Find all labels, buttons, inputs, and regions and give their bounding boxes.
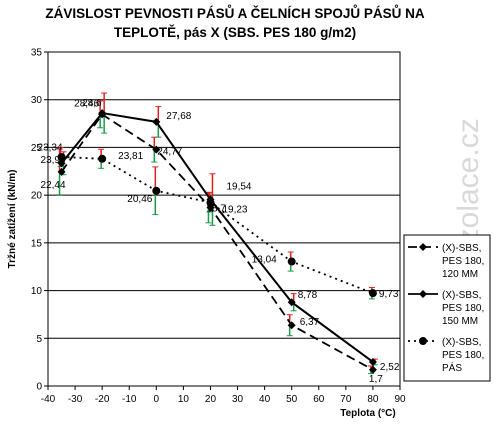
data-label: 8,78 (298, 290, 318, 301)
data-label: 2,52 (380, 362, 400, 373)
x-tick-label: 30 (232, 394, 244, 405)
x-tick-label: 0 (154, 394, 160, 405)
legend: (X)-SBS, PES 180, 120 MM (X)-SBS, PES 180, 15… (403, 234, 491, 382)
x-tick-label: 20 (205, 394, 217, 405)
data-label: 18,7 (206, 204, 226, 215)
data-label: 19,23 (222, 204, 247, 215)
y-tick-label: 15 (31, 238, 43, 249)
data-label: 28,6 (82, 98, 102, 109)
x-tick-label: 80 (367, 394, 379, 405)
data-label: 23,34 (38, 142, 63, 153)
data-label: 1,7 (369, 374, 383, 385)
data-labels: 22,44 28,46 24,77 18,7 6,37 1,7 23,34 28,6 27,68… (38, 98, 400, 385)
series-1-point (57, 167, 66, 176)
series-3-point (98, 154, 107, 163)
data-label: 19,54 (226, 182, 251, 193)
legend-marker-1 (419, 243, 427, 251)
series-2-point (152, 117, 161, 126)
legend-marker-3 (419, 337, 427, 345)
legend-label: PES 180, (442, 303, 484, 314)
y-tick-label: 0 (36, 382, 42, 393)
y-axis-title: Tržné zatížení (kN/m) (7, 170, 18, 269)
series-line-2 (60, 111, 374, 363)
data-label: 28,46 (74, 98, 99, 109)
x-tick-label: 10 (178, 394, 190, 405)
legend-label: (X)-SBS, (442, 337, 481, 348)
series-2-point (57, 159, 66, 168)
data-label: 23,99 (41, 155, 66, 166)
y-tick-label: 30 (31, 95, 43, 106)
axes: 0 5 10 15 20 25 30 35 -40 -30 -20 -10 0 10 20 30 40 50 60 7… (31, 48, 406, 406)
series-group (57, 109, 377, 374)
chart-title-line-1: ZÁVISLOST PEVNOSTI PÁSŮ A ČELNÍCH SPOJŮ … (45, 5, 425, 21)
x-tick-label: 40 (259, 394, 271, 405)
legend-label: (X)-SBS, (442, 243, 481, 254)
series-3-point (206, 198, 215, 207)
legend-box (403, 234, 491, 382)
series-3-point (368, 289, 377, 298)
series-2-point (287, 298, 296, 307)
legend-label: 150 MM (442, 316, 478, 327)
series-1-point (287, 321, 296, 330)
data-label: 22,44 (41, 180, 66, 191)
data-label: 9,73 (379, 289, 399, 300)
y-tick-label: 5 (36, 334, 42, 345)
data-label: 6,37 (300, 317, 320, 328)
series-line-1 (60, 113, 374, 371)
legend-label: PES 180, (442, 256, 484, 267)
series-2-point (98, 109, 107, 118)
y-tick-label: 25 (31, 143, 43, 154)
plot-area (47, 51, 401, 387)
y-tick-label: 35 (31, 48, 43, 59)
legend-label: PES 180, (442, 350, 484, 361)
x-axis-title: Teplota (°C) (340, 408, 395, 419)
x-tick-label: -20 (95, 394, 110, 405)
x-tick-label: -10 (122, 394, 137, 405)
data-label: 24,77 (157, 147, 182, 158)
data-label: 20,46 (127, 194, 152, 205)
y-tick-label: 20 (31, 191, 43, 202)
chart-title-line-2: TEPLOTĚ, pás X (SBS. PES 180 g/m2) (114, 25, 356, 40)
series-3-point (57, 153, 66, 162)
y-tick-label: 10 (31, 286, 43, 297)
series-1-point (152, 145, 161, 154)
legend-label: 120 MM (442, 269, 478, 280)
x-tick-label: -40 (41, 394, 56, 405)
series-3-point (287, 257, 296, 266)
series-2-point (368, 357, 377, 366)
x-tick-label: 60 (313, 394, 325, 405)
legend-label: (X)-SBS, (442, 290, 481, 301)
data-label: 23,81 (118, 151, 143, 162)
legend-label: PÁS (442, 361, 462, 374)
x-tick-label: -30 (68, 394, 83, 405)
x-tick-label: 50 (286, 394, 298, 405)
series-3-point (152, 186, 161, 195)
data-label: 13,04 (252, 255, 277, 266)
x-tick-label: 70 (340, 394, 352, 405)
legend-marker-2 (419, 290, 427, 298)
data-label: 27,68 (166, 111, 191, 122)
x-tick-label: 90 (394, 394, 406, 405)
series-1-point (368, 365, 377, 374)
